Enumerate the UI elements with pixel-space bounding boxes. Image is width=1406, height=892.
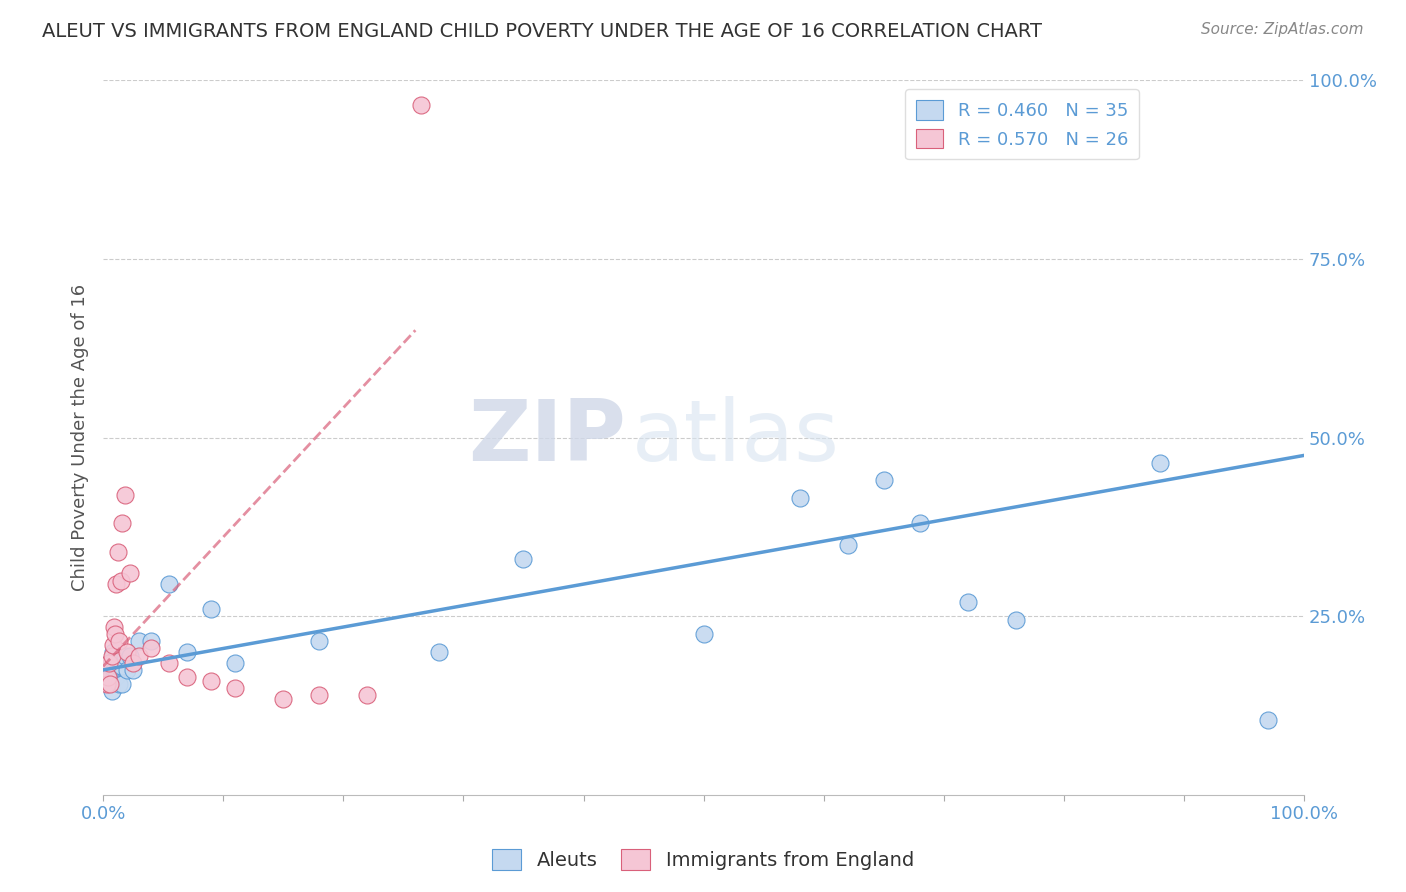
- Point: [118, 648, 141, 663]
- Point: [429, 645, 451, 659]
- Point: [114, 488, 136, 502]
- Point: [692, 627, 714, 641]
- Point: [100, 684, 122, 698]
- Point: [104, 627, 127, 641]
- Point: [96, 663, 118, 677]
- Point: [789, 491, 811, 506]
- Point: [110, 574, 132, 588]
- Point: [1257, 713, 1279, 727]
- Point: [122, 656, 145, 670]
- Legend: Aleuts, Immigrants from England: Aleuts, Immigrants from England: [484, 841, 922, 878]
- Point: [97, 677, 120, 691]
- Point: [98, 670, 121, 684]
- Point: [98, 656, 121, 670]
- Point: [114, 648, 136, 663]
- Point: [157, 577, 180, 591]
- Y-axis label: Child Poverty Under the Age of 16: Child Poverty Under the Age of 16: [72, 284, 89, 591]
- Point: [97, 670, 120, 684]
- Point: [176, 645, 198, 659]
- Point: [101, 638, 124, 652]
- Point: [157, 656, 180, 670]
- Point: [115, 663, 138, 677]
- Point: [956, 595, 979, 609]
- Point: [107, 659, 129, 673]
- Point: [107, 634, 129, 648]
- Point: [98, 656, 121, 670]
- Point: [101, 645, 124, 659]
- Point: [908, 516, 931, 531]
- Point: [200, 673, 222, 688]
- Point: [873, 474, 896, 488]
- Point: [111, 677, 134, 691]
- Legend: R = 0.460   N = 35, R = 0.570   N = 26: R = 0.460 N = 35, R = 0.570 N = 26: [905, 89, 1139, 160]
- Point: [271, 691, 294, 706]
- Point: [104, 652, 127, 666]
- Point: [224, 656, 246, 670]
- Point: [837, 538, 859, 552]
- Text: atlas: atlas: [631, 396, 839, 479]
- Point: [128, 648, 150, 663]
- Text: Source: ZipAtlas.com: Source: ZipAtlas.com: [1201, 22, 1364, 37]
- Point: [107, 677, 129, 691]
- Point: [110, 659, 132, 673]
- Point: [103, 663, 125, 677]
- Point: [100, 648, 122, 663]
- Point: [512, 552, 534, 566]
- Point: [107, 545, 129, 559]
- Point: [224, 681, 246, 695]
- Point: [1149, 456, 1171, 470]
- Point: [98, 677, 121, 691]
- Point: [1005, 613, 1028, 627]
- Point: [356, 688, 378, 702]
- Point: [115, 645, 138, 659]
- Point: [96, 677, 118, 691]
- Point: [105, 577, 128, 591]
- Point: [411, 98, 433, 112]
- Point: [308, 688, 330, 702]
- Point: [141, 634, 163, 648]
- Point: [105, 670, 128, 684]
- Point: [141, 641, 163, 656]
- Text: ZIP: ZIP: [468, 396, 626, 479]
- Point: [128, 634, 150, 648]
- Point: [111, 516, 134, 531]
- Point: [308, 634, 330, 648]
- Point: [122, 663, 145, 677]
- Point: [200, 602, 222, 616]
- Text: ALEUT VS IMMIGRANTS FROM ENGLAND CHILD POVERTY UNDER THE AGE OF 16 CORRELATION C: ALEUT VS IMMIGRANTS FROM ENGLAND CHILD P…: [42, 22, 1042, 41]
- Point: [118, 566, 141, 581]
- Point: [103, 620, 125, 634]
- Point: [176, 670, 198, 684]
